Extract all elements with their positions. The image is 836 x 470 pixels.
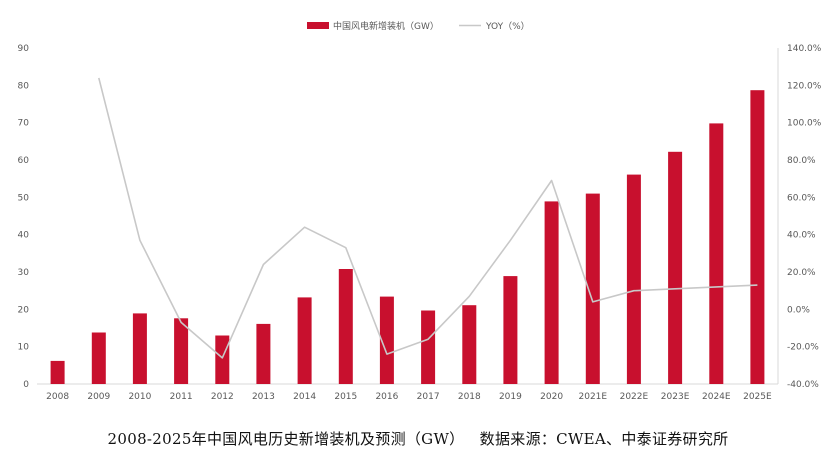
left-tick-label: 40 xyxy=(18,231,30,241)
bar-2014 xyxy=(297,297,312,384)
left-tick-label: 20 xyxy=(18,305,30,315)
x-tick-label: 2014 xyxy=(293,392,316,402)
left-tick-label: 90 xyxy=(18,44,30,54)
right-tick-label: -20.0% xyxy=(787,343,819,353)
right-tick-label: 80.0% xyxy=(787,156,816,166)
right-tick-label: 0.0% xyxy=(787,305,810,315)
x-tick-label: 2020 xyxy=(540,392,563,402)
x-tick-label: 2021E xyxy=(579,392,608,402)
bar-2013 xyxy=(256,323,271,384)
x-tick-label: 2024E xyxy=(702,392,731,402)
right-axis-ticks: -40.0% -20.0% 0.0% 20.0% 40.0% 60.0% 80.0% 100.… xyxy=(787,44,822,390)
x-tick-label: 2009 xyxy=(87,392,110,402)
bar-2018 xyxy=(462,305,477,384)
bar-2011 xyxy=(174,318,189,384)
x-tick-label: 2023E xyxy=(661,392,690,402)
legend-bar-swatch xyxy=(307,22,329,29)
bar-2016 xyxy=(379,296,394,384)
left-tick-label: 80 xyxy=(18,81,30,91)
bar-2019 xyxy=(503,276,518,384)
bar-2012 xyxy=(215,335,230,384)
bar-2017 xyxy=(421,310,436,384)
left-tick-label: 50 xyxy=(18,193,30,203)
left-axis-ticks: 0 10 20 30 40 50 60 70 80 90 xyxy=(18,44,30,390)
right-tick-label: 20.0% xyxy=(787,268,816,278)
wind-capacity-chart: 中国风电新增装机（GW） YOY（%） 0102030405060708090 … xyxy=(18,20,822,402)
x-tick-label: 2013 xyxy=(252,392,275,402)
right-tick-label: 140.0% xyxy=(787,44,822,54)
x-tick-label: 2022E xyxy=(620,392,649,402)
x-tick-label: 2018 xyxy=(458,392,481,402)
x-tick-label: 2012 xyxy=(211,392,234,402)
right-tick-label: 60.0% xyxy=(787,193,816,203)
x-tick-label: 2015 xyxy=(334,392,357,402)
legend-line-label: YOY（%） xyxy=(485,21,530,32)
axes xyxy=(37,48,779,385)
bar-series xyxy=(50,90,765,385)
x-axis-ticks: 2008 2009 2010 2011 2012 2013 2014 2015 2016 2017… xyxy=(46,392,772,402)
right-tick-label: -40.0% xyxy=(787,380,819,390)
bar-2024E xyxy=(709,123,724,385)
bar-2015 xyxy=(338,269,353,384)
bar-2023E xyxy=(668,151,683,384)
left-tick-label: 30 xyxy=(18,268,30,278)
bar-2009 xyxy=(91,332,106,384)
bar-2010 xyxy=(132,313,147,384)
bar-2022E xyxy=(626,174,641,384)
x-tick-label: 2019 xyxy=(499,392,522,402)
x-tick-label: 2008 xyxy=(46,392,69,402)
left-tick-label: 60 xyxy=(18,156,30,166)
bar-2008 xyxy=(50,360,65,384)
x-tick-label: 2017 xyxy=(417,392,440,402)
right-tick-label: 40.0% xyxy=(787,231,816,241)
left-tick-label: 0 xyxy=(23,380,29,390)
x-tick-label: 2010 xyxy=(128,392,151,402)
right-tick-label: 100.0% xyxy=(787,119,822,129)
bar-2025E xyxy=(750,90,765,384)
x-tick-label: 2025E xyxy=(743,392,772,402)
x-tick-label: 2016 xyxy=(375,392,398,402)
bar-2021E xyxy=(585,193,600,384)
legend: 中国风电新增装机（GW） YOY（%） xyxy=(307,20,530,32)
left-tick-label: 70 xyxy=(18,119,30,129)
x-tick-label: 2011 xyxy=(170,392,193,402)
figure-caption: 2008-2025年中国风电历史新增装机及预测（GW） 数据来源：CWEA、中泰… xyxy=(107,430,729,448)
bar-2020 xyxy=(544,201,559,384)
yoy-series xyxy=(98,77,758,359)
right-tick-label: 120.0% xyxy=(787,81,822,91)
left-tick-label: 10 xyxy=(18,343,30,353)
legend-bar-label: 中国风电新增装机（GW） xyxy=(333,20,439,32)
